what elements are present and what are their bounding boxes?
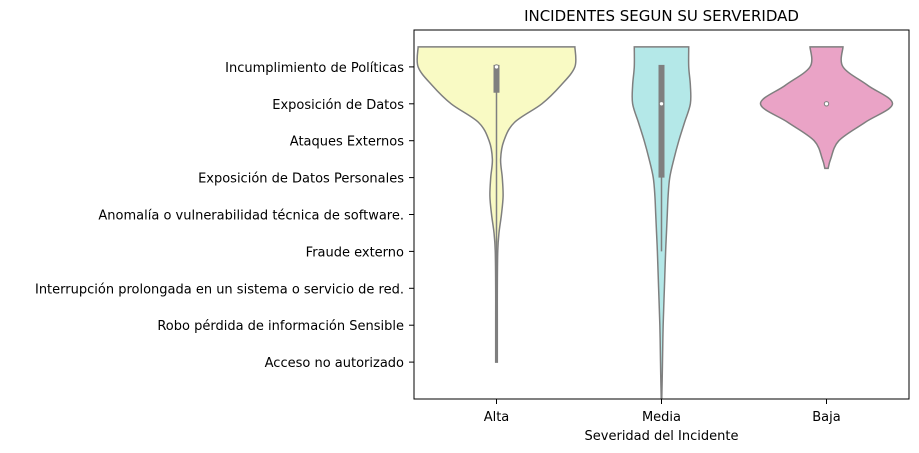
median-point-alta [493, 64, 500, 70]
iqr-box-alta [493, 64, 500, 93]
x-axis: Alta Media Baja [484, 399, 841, 425]
x-axis-label: Severidad del Incidente [585, 429, 739, 444]
median-point-media [658, 101, 665, 107]
y-tick-label: Incumplimiento de Políticas [225, 61, 404, 76]
chart-title: INCIDENTES SEGUN SU SERVERIDAD [524, 7, 799, 25]
y-tick-label: Exposición de Datos [272, 98, 404, 113]
median-point-baja [823, 101, 830, 107]
y-tick-label: Fraude externo [306, 245, 404, 260]
y-tick-label: Interrupción prolongada en un sistema o … [35, 282, 404, 297]
y-tick-label: Exposición de Datos Personales [198, 172, 404, 187]
y-axis: Incumplimiento de Políticas Exposición de… [35, 61, 414, 371]
y-tick-label: Ataques Externos [290, 135, 404, 150]
x-tick-label: Alta [484, 410, 510, 425]
y-tick-label: Acceso no autorizado [265, 356, 404, 371]
x-tick-label: Media [642, 410, 681, 425]
x-tick-label: Baja [812, 410, 840, 425]
violin-layer [416, 46, 894, 399]
iqr-box-media [658, 64, 665, 178]
y-tick-label: Robo pérdida de información Sensible [157, 319, 404, 334]
y-tick-label: Anomalía o vulnerabilidad técnica de sof… [98, 209, 404, 224]
violin-baja [759, 46, 894, 170]
